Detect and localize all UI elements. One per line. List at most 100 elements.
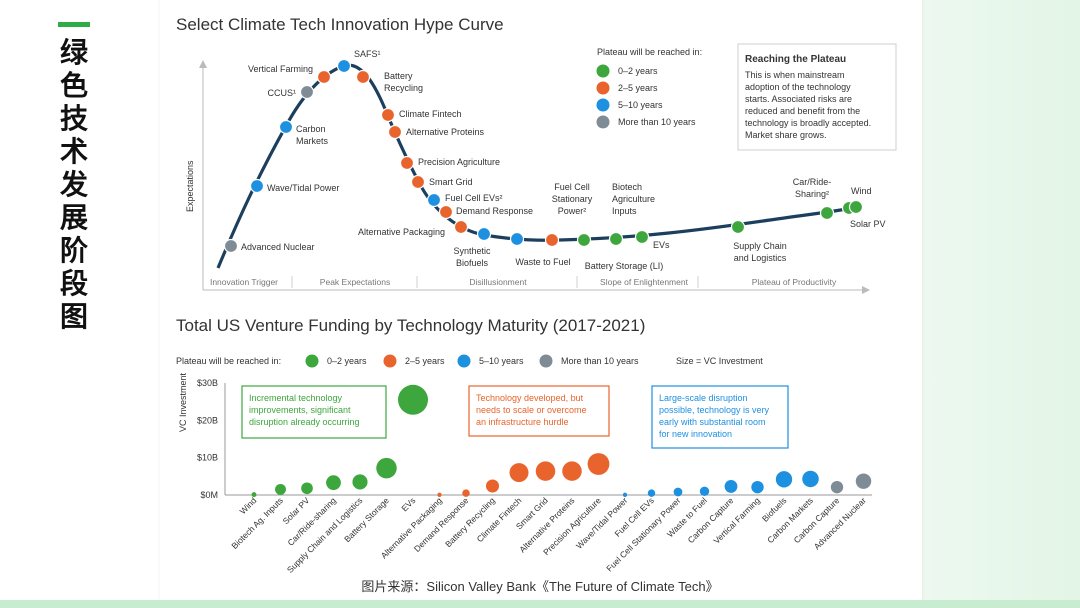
hype-legend-dot-2: [596, 98, 610, 112]
funding-annotation-boxes: Incremental technology improvements, sign…: [241, 385, 789, 449]
hype-dot-supply-chain-and-logistics: [730, 219, 746, 235]
bubble-vertical-farming-19: [751, 480, 764, 494]
hype-dot-advanced-nuclear: [223, 238, 239, 254]
hype-legend-dot-0: [596, 64, 610, 78]
funding-box-0: [241, 385, 387, 439]
stage-label-innovation-trigger: Innovation Trigger: [210, 277, 278, 287]
funding-y-tick-3: $30B: [197, 378, 218, 388]
hype-label-evs: EVs: [653, 240, 670, 250]
accent-bar: [58, 22, 90, 27]
hype-legend-item-0: 0–2 years: [618, 66, 658, 76]
stage-label-peak-expectations: Peak Expectations: [320, 277, 390, 287]
funding-axes: $0M $10B $20B $30B: [197, 378, 872, 500]
hype-legend-title: Plateau will be reached in:: [597, 47, 702, 57]
funding-legend-item-3: More than 10 years: [561, 356, 639, 366]
bubble-car-ride-sharing-3: [326, 475, 341, 491]
funding-y-tick-1: $10B: [197, 453, 218, 463]
funding-box-1: [468, 385, 610, 437]
hype-legend-item-2: 5–10 years: [618, 100, 663, 110]
hype-label-safs: SAFS¹: [354, 49, 381, 59]
hype-label-solar-pv: Solar PV: [850, 219, 886, 229]
hype-label-smart-grid: Smart Grid: [429, 177, 473, 187]
hype-y-arrow: [199, 60, 207, 68]
hype-label-battery-recycling: Battery Recycling: [384, 71, 423, 93]
hype-label-fuel-cell-evs: Fuel Cell EVs²: [445, 193, 503, 203]
hype-dot-demand-response: [438, 204, 454, 220]
hype-label-advanced-nuclear: Advanced Nuclear: [241, 242, 315, 252]
bubble-carbon-capture-18: [724, 480, 738, 493]
hype-label-demand-response: Demand Response: [456, 206, 533, 216]
bubble-carbon-capture-22: [830, 480, 844, 494]
bubble-advanced-nuclear-23: [855, 473, 872, 489]
hype-x-arrow: [862, 286, 870, 294]
hype-dot-car-ride-sharing: [819, 205, 835, 221]
bubble-climate-fintech-10: [509, 463, 529, 483]
hype-legend-item-1: 2–5 years: [618, 83, 658, 93]
stage-label-slope-of-enlightenment: Slope of Enlightenment: [600, 277, 689, 287]
funding-legend-dot-3: [539, 354, 553, 368]
hype-dot-fuel-cell-evs: [426, 192, 442, 208]
funding-legend-title: Plateau will be reached in:: [176, 356, 281, 366]
funding-legend: Plateau will be reached in: 0–2 years 2–5 …: [176, 354, 763, 368]
funding-box-text-1: Technology developed, but needs to scale …: [476, 393, 587, 427]
bubble-precision-agriculture-13: [587, 453, 610, 475]
hype-dot-precision-agriculture: [399, 155, 415, 171]
image-caption: 图片来源：Silicon Valley Bank《The Future of C…: [361, 579, 718, 594]
hype-dot-vertical-farming: [316, 69, 332, 85]
bubble-wind-0: [251, 492, 257, 498]
funding-bubbles: [251, 384, 872, 498]
hype-label-alternative-proteins: Alternative Proteins: [406, 127, 485, 137]
bubble-wave-tidal-power-14: [622, 492, 628, 497]
hype-title: Select Climate Tech Innovation Hype Curv…: [176, 15, 504, 34]
hype-dot-wave-tidal-power: [249, 178, 265, 194]
hype-label-biotech-agriculture-inputs: Biotech Agriculture Inputs: [612, 182, 655, 216]
category-label-wind-0: Wind: [238, 495, 259, 516]
hype-dot-alternative-packaging: [453, 219, 469, 235]
hype-info-title: Reaching the Plateau: [745, 54, 846, 65]
bubble-fuel-cell-stationary-power-16: [673, 487, 683, 497]
funding-y-tick-0: $0M: [200, 490, 218, 500]
bubble-fuel-cell-evs-15: [647, 489, 656, 497]
funding-legend-dot-0: [305, 354, 319, 368]
hype-dot-climate-fintech: [380, 107, 396, 123]
bubble-evs-6: [398, 384, 428, 415]
hype-stages: Innovation Trigger Peak Expectations Disil…: [210, 276, 837, 288]
hype-info-text: This is when mainstream adoption of the t…: [745, 70, 871, 140]
bubble-demand-response-8: [462, 489, 470, 497]
hype-label-vertical-farming: Vertical Farming: [248, 64, 313, 74]
bubble-battery-storage-5: [376, 457, 397, 479]
bubble-smart-grid-11: [535, 461, 556, 481]
bubble-supply-chain-and-logistics-4: [352, 474, 368, 490]
category-label-carbon-capture-22: Carbon Capture: [792, 495, 842, 545]
funding-legend-item-2: 5–10 years: [479, 356, 524, 366]
hype-dot-waste-to-fuel: [509, 231, 525, 247]
hype-axes: [199, 60, 870, 294]
bubble-waste-to-fuel-17: [699, 486, 710, 496]
hype-dot-biotech-agriculture-inputs: [608, 231, 624, 247]
hype-legend-dot-1: [596, 81, 610, 95]
hype-dot-synthetic-biofuels: [476, 226, 492, 242]
hype-dot-smart-grid: [410, 174, 426, 190]
hype-label-battery-storage-li: Battery Storage (LI): [585, 261, 664, 271]
hype-legend: Plateau will be reached in: 0–2 years 2–5 …: [596, 47, 702, 129]
funding-legend-dot-2: [457, 354, 471, 368]
bubble-battery-recycling-9: [485, 479, 500, 493]
funding-y-tick-2: $20B: [197, 415, 218, 425]
hype-legend-item-3: More than 10 years: [618, 117, 696, 127]
stage-label-plateau-of-productivity: Plateau of Productivity: [752, 277, 837, 287]
hype-dot-evs: [634, 229, 650, 245]
hype-label-car-ride-sharing: Car/Ride-Sharing²: [793, 177, 832, 199]
funding-size-note: Size = VC Investment: [676, 356, 763, 366]
bubble-alternative-proteins-12: [562, 461, 582, 481]
hype-dot-ccus: [299, 84, 315, 100]
hype-label-alternative-packaging: Alternative Packaging: [358, 227, 445, 237]
bubble-biotech-ag-inputs-1: [275, 483, 286, 495]
hype-legend-dot-3: [596, 115, 610, 129]
category-label-evs-6: EVs: [399, 495, 417, 513]
hype-dot-battery-storage-li: [576, 232, 592, 248]
hype-label-wave-tidal-power: Wave/Tidal Power: [267, 183, 339, 193]
bubble-carbon-markets-21: [802, 470, 819, 488]
hype-label-fuel-cell-stationary-power: Fuel Cell Stationary Power²: [552, 182, 593, 216]
